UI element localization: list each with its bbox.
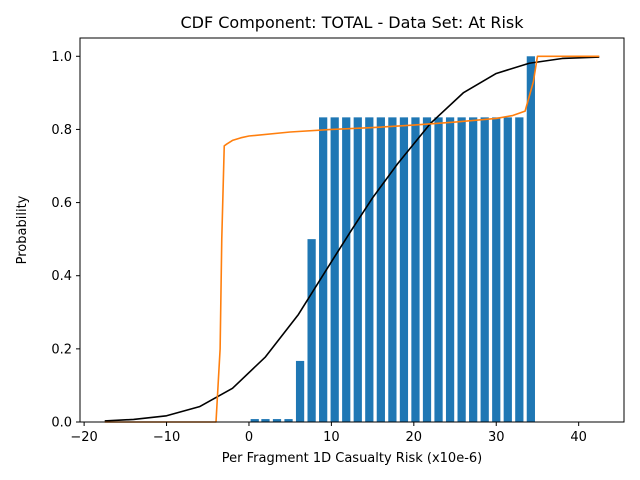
orange-cdf-line (104, 55, 600, 423)
bar (492, 117, 501, 423)
bar (272, 419, 282, 422)
bar (515, 117, 524, 423)
bar (469, 117, 478, 423)
lines-layer (104, 55, 600, 423)
bar (261, 419, 270, 422)
x-axis: −20 −10 0 10 20 30 40 (70, 422, 587, 445)
bar (250, 419, 259, 422)
bar (342, 117, 351, 423)
bar (388, 117, 397, 423)
bar (503, 117, 512, 423)
bar (295, 360, 305, 422)
x-tick-label: 20 (406, 430, 423, 445)
x-axis-label: Per Fragment 1D Casualty Risk (x10e-6) (222, 451, 482, 466)
bar (457, 117, 466, 423)
bar (480, 117, 489, 423)
bar (376, 117, 385, 423)
y-axis-label: Probability (15, 195, 30, 264)
y-tick-label: 0.2 (51, 342, 72, 357)
y-tick-label: 0.8 (51, 123, 72, 138)
bar (422, 117, 432, 423)
bar (319, 117, 328, 423)
bar (445, 117, 455, 423)
y-axis: 0.0 0.2 0.4 0.6 0.8 1.0 (51, 50, 80, 431)
bar (399, 117, 409, 423)
bars-layer (250, 56, 535, 423)
bar (284, 419, 293, 422)
y-tick-label: 0.0 (51, 416, 72, 431)
x-tick-label: 40 (570, 430, 587, 445)
x-tick-label: 10 (323, 430, 340, 445)
x-tick-label: −10 (153, 430, 180, 445)
bar (434, 117, 443, 423)
bar (330, 117, 339, 423)
y-tick-label: 0.6 (51, 196, 72, 211)
y-tick-label: 1.0 (51, 50, 72, 65)
bar (365, 117, 374, 423)
x-tick-label: −20 (70, 430, 97, 445)
x-tick-label: 0 (245, 430, 253, 445)
bar (307, 239, 316, 422)
x-tick-label: 30 (488, 430, 505, 445)
chart-title: CDF Component: TOTAL - Data Set: At Risk (180, 13, 524, 32)
bar (353, 117, 362, 423)
plot-frame (79, 37, 625, 423)
bar (526, 56, 535, 423)
bar (411, 117, 420, 423)
black-cdf-line (104, 56, 600, 422)
y-tick-label: 0.4 (51, 269, 72, 284)
